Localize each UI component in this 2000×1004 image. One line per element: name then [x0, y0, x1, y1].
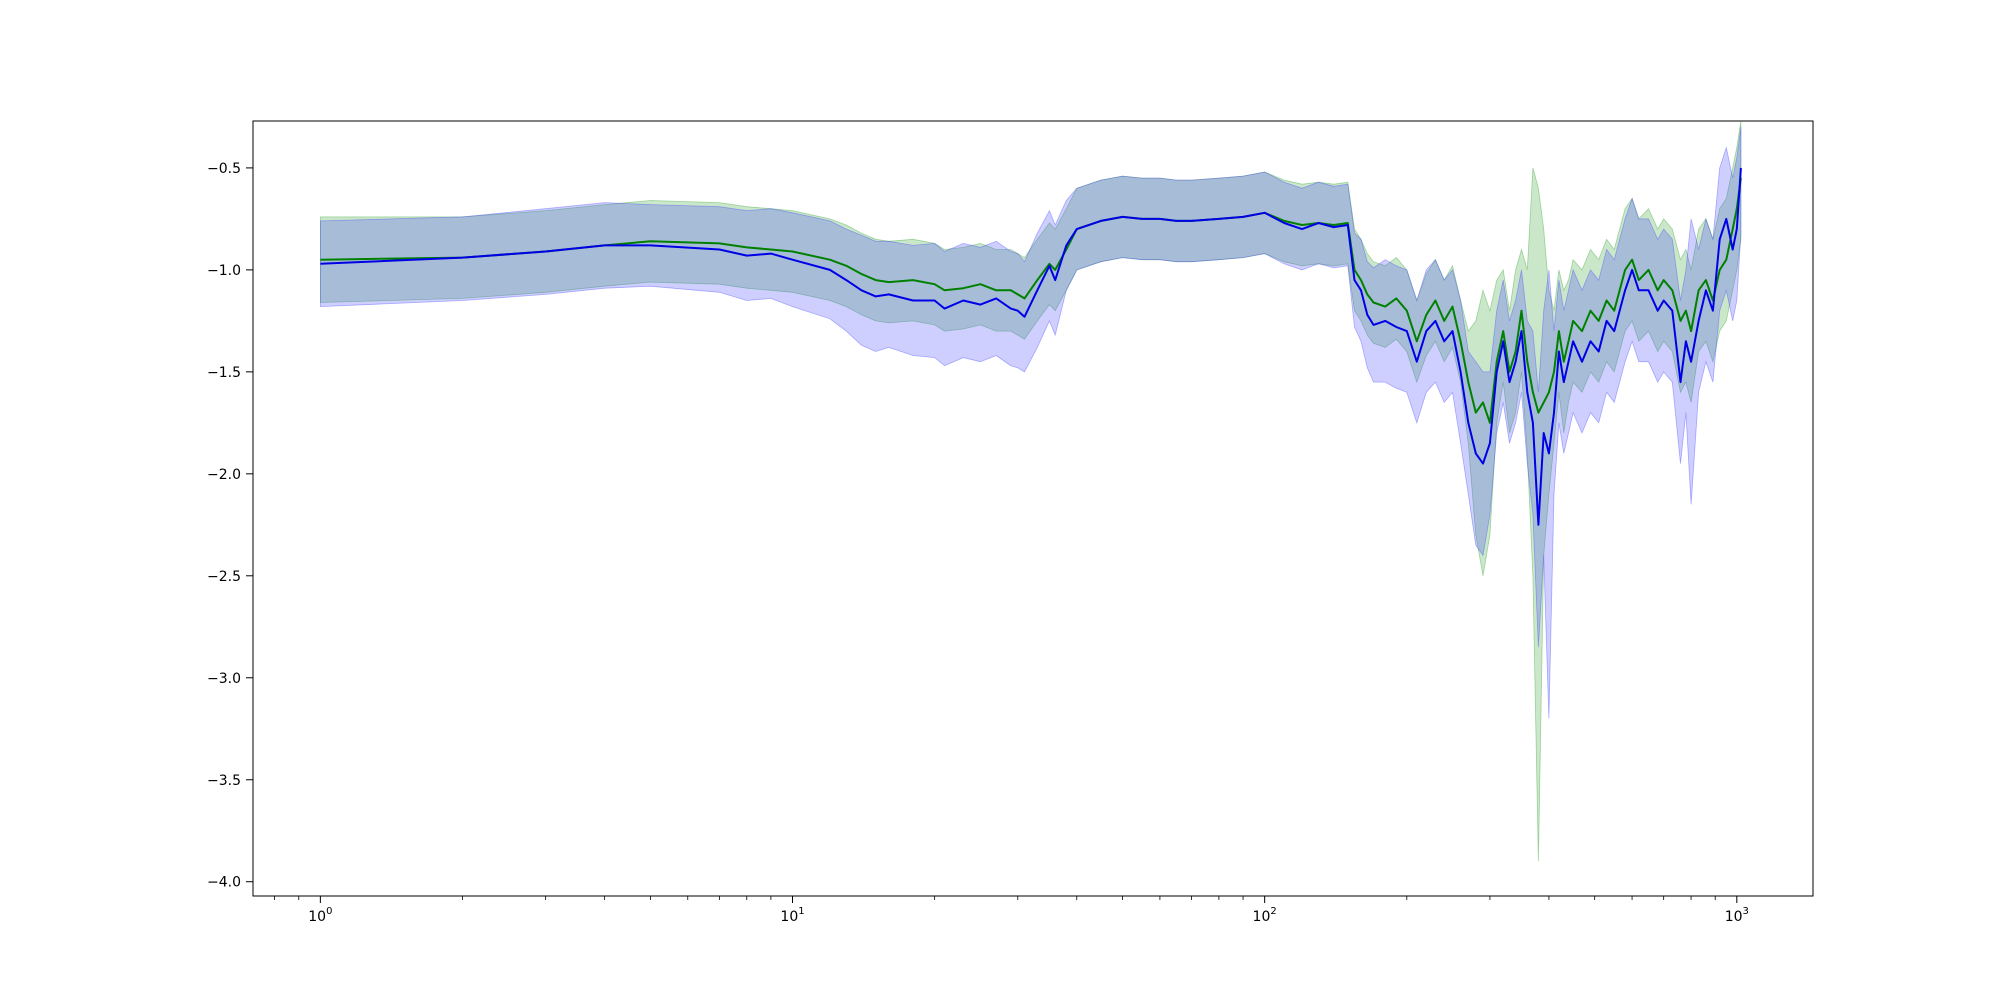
- x-tick-exponent: 1: [798, 906, 804, 917]
- x-axis: 100 101 102 103: [274, 896, 1749, 925]
- x-tick-label: 100: [308, 906, 332, 925]
- x-tick-label: 101: [780, 906, 804, 925]
- x-tick-exponent: 3: [1743, 906, 1749, 917]
- y-tick-label: −3.0: [207, 671, 241, 687]
- series-lines: [320, 167, 1742, 526]
- y-tick-label: −1.5: [207, 365, 241, 381]
- y-tick-label: −4.0: [207, 875, 241, 891]
- series-1-line: [320, 177, 1742, 424]
- y-tick-label: −2.0: [207, 467, 241, 483]
- y-tick-label: −3.5: [207, 773, 241, 789]
- y-tick-label: −2.5: [207, 569, 241, 585]
- confidence-bands: [320, 120, 1742, 862]
- x-tick-exponent: 2: [1270, 906, 1276, 917]
- series-2-band: [320, 127, 1742, 719]
- plot-frame: [252, 120, 1814, 897]
- y-tick-label: −1.0: [207, 263, 241, 279]
- x-tick-label: 102: [1253, 906, 1277, 925]
- y-tick-label: −0.5: [207, 161, 241, 177]
- y-axis: −0.5 −1.0 −1.5 −2.0 −2.5 −3.0 −3.5 −4.0: [207, 161, 253, 891]
- x-tick-exponent: 0: [326, 906, 332, 917]
- x-tick-label: 103: [1725, 906, 1749, 925]
- series-2-line: [320, 167, 1742, 526]
